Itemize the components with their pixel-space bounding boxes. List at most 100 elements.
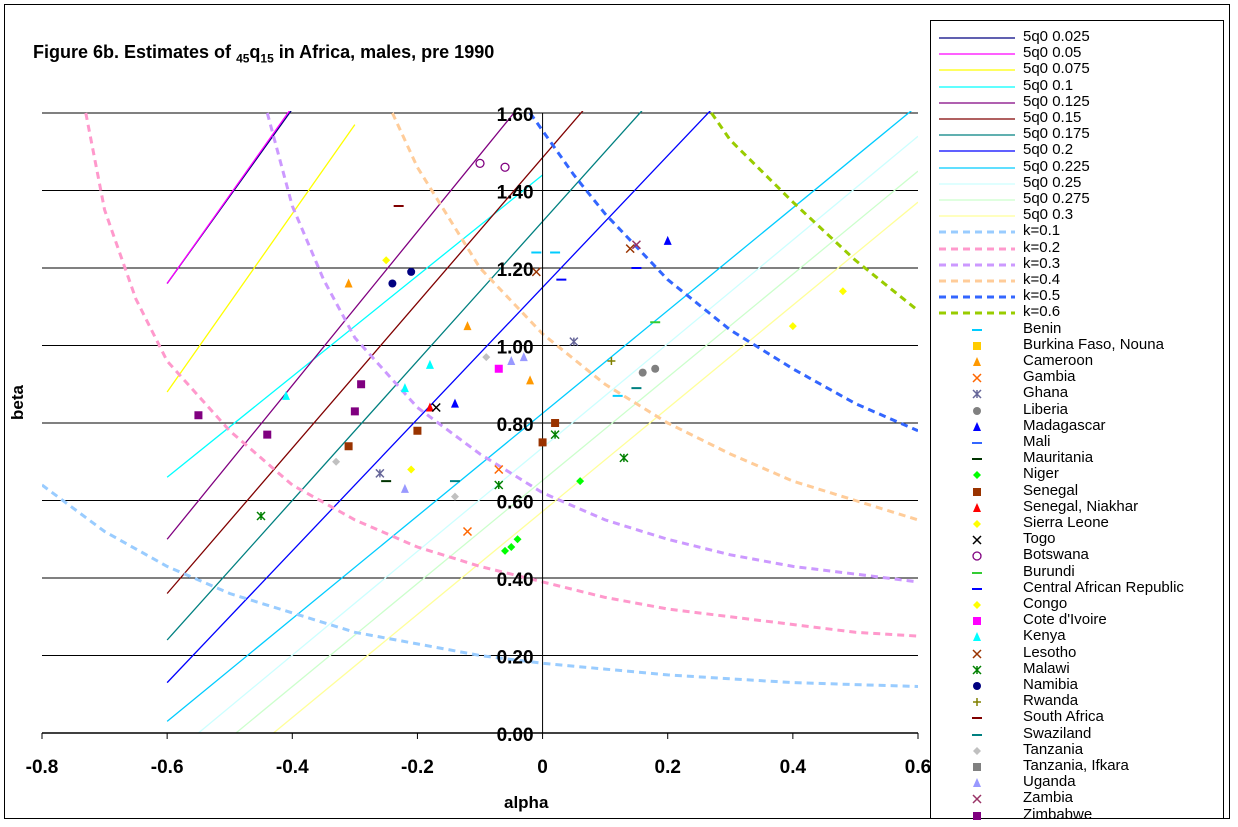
legend-label: k=0.6	[1023, 303, 1061, 321]
point-madagascar	[663, 235, 672, 245]
legend-marker	[972, 665, 982, 675]
legend-symbol	[972, 571, 982, 574]
iso-line-5q0-0-3	[273, 201, 918, 734]
legend-label: Zimbabwe	[1023, 805, 1093, 823]
k-curve-k-0-3	[265, 112, 918, 584]
legend-label: Ghana	[1023, 384, 1069, 402]
legend-symbol	[972, 587, 982, 590]
legend-symbol	[972, 442, 982, 444]
legend-item-lesotho: Lesotho	[931, 643, 1223, 662]
legend-label: 5q0 0.15	[1023, 109, 1082, 126]
point-kenya	[400, 383, 409, 393]
legend-item-uganda: Uganda	[931, 774, 1223, 791]
legend-label: Gambia	[1023, 368, 1076, 386]
legend-symbol	[939, 279, 1015, 283]
legend-item-5q0-0-175: 5q0 0.175	[931, 125, 1223, 143]
legend-item-5q0-0-3: 5q0 0.3	[931, 207, 1223, 224]
legend-label: Namibia	[1023, 676, 1079, 693]
legend-item-5q0-0-125: 5q0 0.125	[931, 93, 1223, 111]
legend-symbol	[939, 85, 1015, 88]
legend-symbol	[939, 150, 1015, 153]
legend-symbol	[972, 794, 982, 804]
legend-item-namibia: Namibia	[931, 676, 1223, 694]
x-tick-label: -0.6	[151, 757, 184, 778]
point-madagascar	[450, 398, 459, 408]
legend-symbol	[972, 717, 982, 720]
k-curve-k-0-4	[391, 112, 918, 522]
legend-item-benin: Benin	[931, 320, 1223, 338]
legend-symbol	[973, 617, 981, 626]
legend-symbol	[973, 763, 981, 771]
legend-label: 5q0 0.025	[1023, 28, 1090, 45]
point-kenya	[425, 359, 434, 369]
legend-symbol	[939, 295, 1015, 299]
legend-label: Botswana	[1023, 546, 1089, 564]
legend-marker	[973, 520, 981, 528]
legend-symbol	[973, 471, 981, 480]
legend-label: Central African Republic	[1023, 578, 1184, 596]
point-uganda	[400, 483, 409, 493]
legend-item-senegal: Senegal	[931, 482, 1223, 500]
legend-symbol	[973, 502, 981, 512]
legend-label: k=0.2	[1023, 238, 1061, 256]
legend-item-k-0-5: k=0.5	[931, 288, 1223, 305]
legend-label: 5q0 0.225	[1023, 157, 1090, 175]
legend-marker	[972, 649, 982, 659]
x-tick-label: -0.2	[401, 757, 434, 778]
point-liberia	[638, 368, 647, 377]
legend-label: Togo	[1023, 530, 1056, 548]
point-malawi	[494, 480, 504, 490]
point-uganda	[507, 356, 516, 365]
legend-label: k=0.3	[1023, 254, 1061, 272]
point-senegal	[344, 442, 353, 451]
x-tick-label: 0	[537, 757, 548, 778]
legend-item-zimbabwe: Zimbabwe	[931, 805, 1223, 824]
legend-item-k-0-3: k=0.3	[931, 254, 1223, 273]
y-tick-label: 1.20	[497, 260, 534, 281]
legend-marker	[972, 535, 982, 545]
legend-marker	[973, 487, 981, 496]
legend-marker	[973, 811, 981, 820]
point-sierra-leone	[407, 465, 416, 474]
legend-item-niger: Niger	[931, 465, 1223, 483]
legend-label: Sierra Leone	[1023, 514, 1109, 531]
legend-symbol	[939, 102, 1015, 104]
legend-symbol	[973, 632, 981, 642]
legend-item-tanzania: Tanzania	[931, 741, 1223, 759]
legend-item-5q0-0-05: 5q0 0.05	[931, 44, 1223, 62]
point-niger	[501, 546, 510, 555]
legend-symbol	[973, 421, 981, 431]
point-zimbabwe	[357, 380, 366, 389]
point-gambia	[494, 464, 504, 475]
legend-label: Lesotho	[1023, 643, 1077, 661]
legend-item-5q0-0-225: 5q0 0.225	[931, 157, 1223, 176]
legend-label: Cote d'Ivoire	[1023, 611, 1107, 629]
legend-label: Rwanda	[1023, 692, 1079, 710]
legend-label: Zambia	[1023, 789, 1074, 807]
legend-item-tanzania-ifkara: Tanzania, Ifkara	[931, 758, 1223, 775]
legend-item-5q0-0-15: 5q0 0.15	[931, 109, 1223, 127]
legend-item-5q0-0-2: 5q0 0.2	[931, 142, 1223, 159]
legend-item-gambia: Gambia	[931, 368, 1223, 386]
point-ghana	[569, 337, 579, 347]
legend-label: 5q0 0.175	[1023, 125, 1090, 143]
legend-item-madagascar: Madagascar	[931, 417, 1223, 435]
legend-label: Burkina Faso, Nouna	[1023, 335, 1164, 353]
x-tick-label: 0.6	[905, 757, 931, 778]
legend-item-5q0-0-025: 5q0 0.025	[931, 28, 1223, 46]
legend-item-sierra-leone: Sierra Leone	[931, 514, 1223, 532]
legend-label: Niger	[1023, 465, 1059, 483]
legend-item-k-0-6: k=0.6	[931, 303, 1223, 321]
point-niger	[576, 477, 585, 486]
y-tick-label: 0.80	[497, 415, 534, 436]
legend-label: 5q0 0.05	[1023, 44, 1082, 62]
legend-symbol	[972, 373, 982, 383]
legend-symbol	[972, 458, 982, 461]
point-cameroon	[526, 375, 535, 385]
y-tick-label: 1.40	[497, 183, 534, 204]
y-tick-label: 0.60	[497, 493, 534, 514]
point-zimbabwe	[194, 411, 203, 420]
y-axis-title: beta	[8, 385, 27, 420]
legend-symbol	[973, 341, 981, 350]
y-tick-label: 0.20	[497, 648, 534, 669]
